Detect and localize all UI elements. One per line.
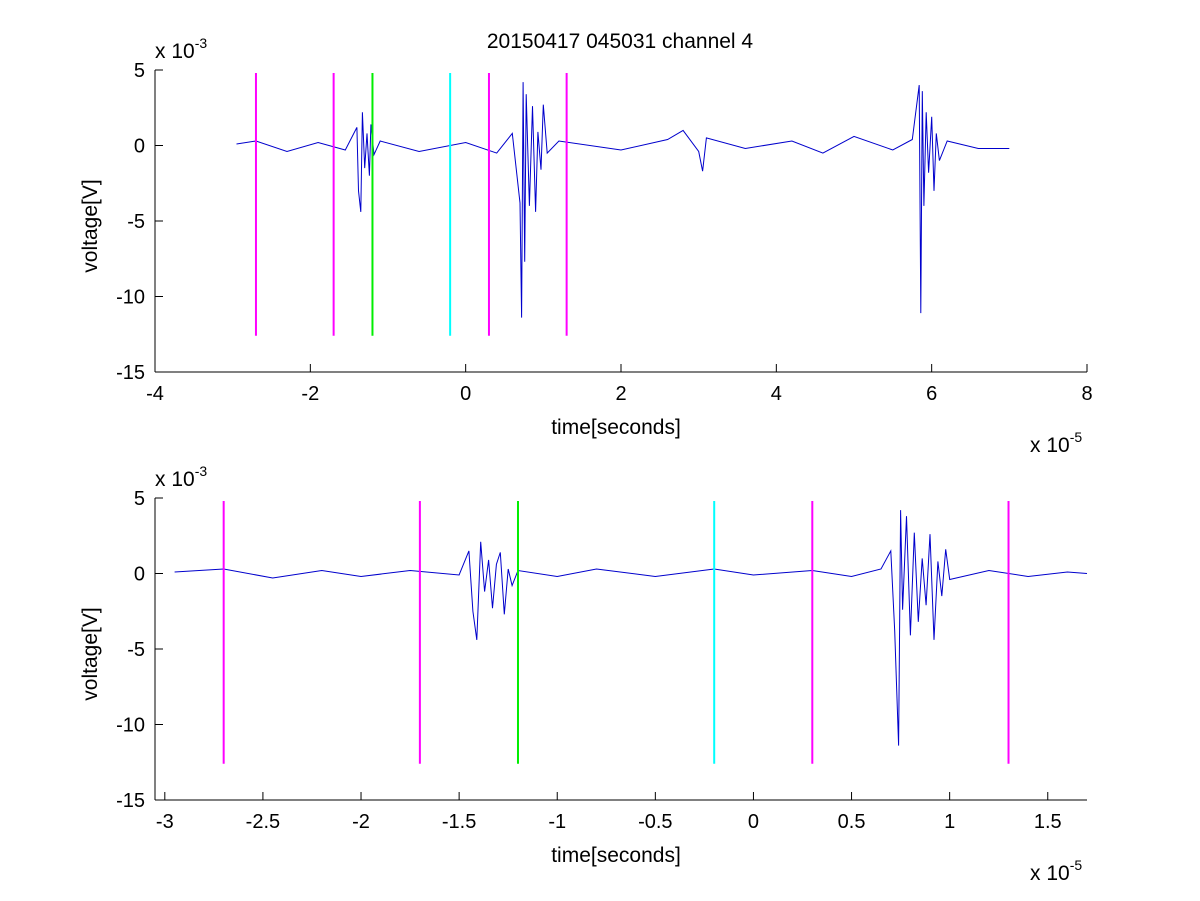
figure-title: 20150417 045031 channel 4 xyxy=(487,30,754,53)
x-tick-label: 0 xyxy=(748,811,759,833)
y-tick-label: -5 xyxy=(127,211,145,233)
y-exponent-label: x 10-3 xyxy=(155,35,207,63)
y-tick-label: -10 xyxy=(116,715,145,737)
top-subplot: -4 -2 0 2 4 6 8 -15 -10 -5 0 5 time[seconds] voltage[… xyxy=(79,35,1093,457)
x-tick-label: 1.5 xyxy=(1034,811,1062,833)
x-tick-label: 8 xyxy=(1081,383,1092,405)
x-tick-label: -2 xyxy=(301,383,319,405)
x-tick-label: -1 xyxy=(548,811,566,833)
x-exponent-label: x 10-5 xyxy=(1030,857,1082,885)
x-tick-label: -2.5 xyxy=(246,811,280,833)
bottom-subplot: -3 -2.5 -2 -1.5 -1 -0.5 0 0.5 1 1.5 -15 -10 -5 0 5 time… xyxy=(79,463,1087,885)
y-tick-label: 0 xyxy=(134,136,145,158)
x-axis-label: time[seconds] xyxy=(551,416,681,439)
y-exponent-base: x 10 xyxy=(155,468,195,491)
x-axis-label: time[seconds] xyxy=(551,844,681,867)
x-exponent-power: -5 xyxy=(1070,857,1083,873)
x-tick-label: -3 xyxy=(156,811,174,833)
y-tick-label: -15 xyxy=(116,362,145,384)
x-tick-label: -0.5 xyxy=(638,811,672,833)
x-tick-label: -1.5 xyxy=(442,811,476,833)
x-tick-label: 6 xyxy=(926,383,937,405)
y-tick-label: 5 xyxy=(134,60,145,82)
y-tick-label: 0 xyxy=(134,564,145,586)
y-exponent-label: x 10-3 xyxy=(155,463,207,491)
x-tick-label: 2 xyxy=(615,383,626,405)
x-tick-label: 0 xyxy=(460,383,471,405)
y-exponent-power: -3 xyxy=(195,463,208,479)
x-exponent-base: x 10 xyxy=(1030,434,1070,457)
y-tick-label: -10 xyxy=(116,287,145,309)
y-exponent-base: x 10 xyxy=(155,40,195,63)
x-exponent-power: -5 xyxy=(1070,429,1083,445)
x-tick-label: 0.5 xyxy=(838,811,866,833)
signal-trace xyxy=(236,82,1010,318)
y-tick-label: -5 xyxy=(127,639,145,661)
x-tick-label: -2 xyxy=(352,811,370,833)
y-tick-label: -15 xyxy=(116,790,145,812)
signal-trace xyxy=(174,510,1087,746)
x-tick-label: 4 xyxy=(771,383,782,405)
y-axis-label: voltage[V] xyxy=(79,607,102,700)
y-axis-label: voltage[V] xyxy=(79,179,102,272)
x-exponent-base: x 10 xyxy=(1030,862,1070,885)
x-exponent-label: x 10-5 xyxy=(1030,429,1082,457)
x-tick-label: -4 xyxy=(146,383,164,405)
y-tick-label: 5 xyxy=(134,488,145,510)
y-exponent-power: -3 xyxy=(195,35,208,51)
x-tick-label: 1 xyxy=(944,811,955,833)
